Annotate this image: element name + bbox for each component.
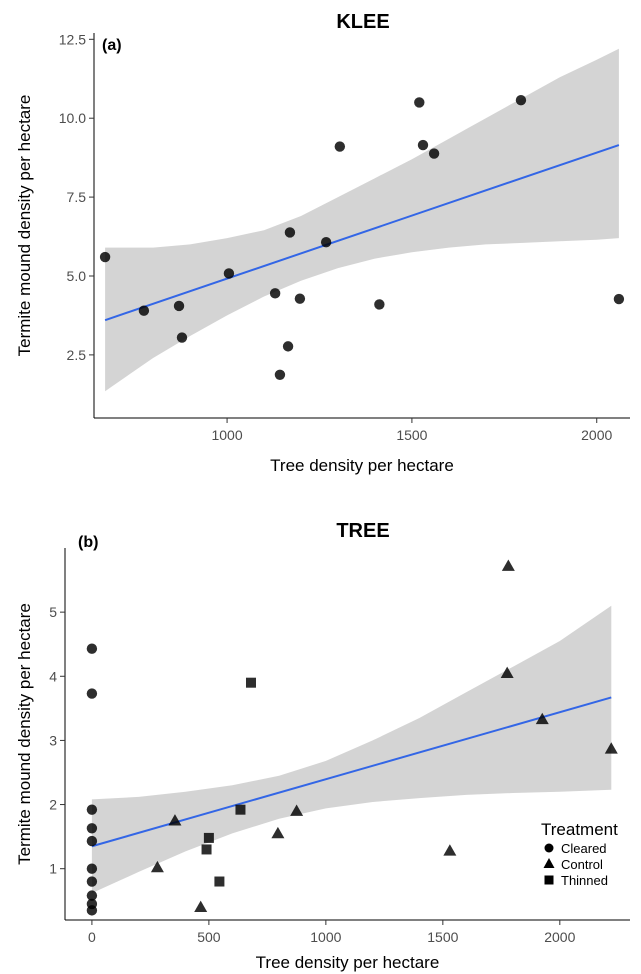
panel-a-point-2	[173, 300, 185, 312]
panel-a-y-axis-title: Termite mound density per hectare	[15, 95, 34, 357]
panel-a-point-10	[320, 237, 332, 248]
panel-b-thinned-point-1	[203, 832, 214, 843]
panel-a-y-tick-label-3: 10.0	[59, 110, 86, 126]
panel-a-y-tick-label-1: 5.0	[67, 268, 87, 284]
panel-b-x-tick-label-1500: 1500	[427, 929, 458, 945]
panel-a-point-16	[515, 95, 527, 106]
panel-a-y-tick-label-0: 2.5	[67, 347, 87, 363]
legend-key-thinned	[544, 875, 554, 885]
panel-b-y-tick-label-3: 4	[49, 668, 57, 684]
panel-a-label: (a)	[102, 37, 122, 54]
legend-label-cleared: Cleared	[561, 841, 607, 856]
panel-a-point-6	[274, 369, 286, 380]
panel-b-x-axis-title: Tree density per hectare	[256, 953, 440, 972]
panel-b-control-point-8	[535, 712, 549, 725]
panel-a-x-tick-label-1500: 1500	[396, 427, 427, 443]
panel-a-confidence-ribbon	[105, 48, 619, 392]
panel-a-point-14	[417, 139, 429, 151]
panel-b-control-point-6	[500, 666, 514, 678]
panel-a-y-tick-label-4: 12.5	[59, 31, 86, 47]
legend-key-cleared	[544, 843, 554, 853]
panel-b-thinned-point-3	[235, 804, 246, 815]
panel-b-cleared-point-3	[86, 823, 98, 834]
panel-b-x-tick-label-2000: 2000	[544, 929, 575, 945]
panel-b-x-tick-label-0: 0	[88, 929, 96, 945]
panel-b-y-tick-label-0: 1	[49, 861, 57, 877]
panel-b-x-tick-label-1000: 1000	[310, 929, 341, 945]
panel-a-point-12	[374, 299, 385, 310]
panel-a-point-8	[284, 227, 296, 238]
panel-b-control-point-0	[150, 860, 164, 873]
panel-a-point-9	[294, 293, 306, 304]
panel-b-cleared-point-5	[86, 863, 98, 874]
panel-a-title: KLEE	[336, 11, 389, 33]
panel-a-point-4	[223, 268, 235, 279]
panel-b-cleared-point-0	[86, 643, 98, 654]
panel-a-point-5	[269, 288, 281, 299]
panel-a-point-13	[414, 97, 425, 108]
panel-a-fit-line	[104, 144, 620, 322]
panel-a-point-11	[334, 141, 346, 152]
panel-b-label: (b)	[78, 534, 98, 551]
legend-title: Treatment	[541, 820, 618, 839]
panel-b-cleared-point-6	[86, 876, 98, 887]
panel-b-title: TREE	[336, 520, 389, 542]
panel-b-control-point-3	[271, 826, 285, 839]
panel-b-cleared-point-7	[86, 890, 98, 901]
panel-a-point-17	[613, 293, 625, 305]
panel-a-y-tick-label-2: 7.5	[67, 189, 87, 205]
panel-b-control-point-7	[501, 559, 515, 571]
panel-b-control-point-5	[443, 844, 457, 856]
panel-a-point-7	[282, 341, 294, 352]
panel-b-y-axis-title: Termite mound density per hectare	[15, 603, 34, 865]
panel-b-thinned-point-4	[245, 677, 256, 688]
panel-b-tree-scatter: 0 500 1000 1500 2000 1 2 3 4 5 TREE (b) Tree density…	[15, 520, 630, 972]
panel-b-thinned-point-2	[214, 876, 225, 887]
panel-b-cleared-point-2	[86, 804, 98, 815]
panel-b-confidence-ribbon	[91, 605, 612, 894]
panel-a-point-1	[138, 305, 150, 316]
panel-b-cleared-point-4	[86, 835, 98, 847]
panel-b-y-tick-label-1: 2	[49, 797, 57, 813]
panel-b-control-point-2	[194, 900, 208, 913]
legend-label-control: Control	[561, 857, 603, 872]
panel-a-point-15	[428, 148, 440, 159]
panel-b-y-tick-label-2: 3	[49, 732, 57, 748]
panel-b-cleared-point-9	[86, 905, 98, 916]
panel-a-x-tick-label-2000: 2000	[581, 427, 612, 443]
panel-b-y-tick-label-4: 5	[49, 604, 57, 620]
panel-b-control-point-9	[604, 742, 618, 754]
panel-b-thinned-point-0	[201, 844, 212, 855]
panel-a-point-3	[176, 332, 188, 343]
panel-a-x-tick-label-1000: 1000	[211, 427, 242, 443]
legend-key-control	[543, 858, 555, 868]
panel-a-point-0	[99, 251, 111, 263]
panel-b-control-point-4	[290, 804, 304, 816]
legend-label-thinned: Thinned	[561, 873, 608, 888]
panel-a-klee-scatter: 1000 1500 2000 2.5 5.0 7.5 10.0 12.5 KLEE (a) Tree…	[15, 11, 630, 475]
panel-b-x-tick-label-500: 500	[197, 929, 221, 945]
panel-b-control-point-1	[168, 814, 182, 826]
panel-a-x-axis-title: Tree density per hectare	[270, 456, 454, 475]
panel-b-cleared-point-1	[86, 688, 98, 699]
